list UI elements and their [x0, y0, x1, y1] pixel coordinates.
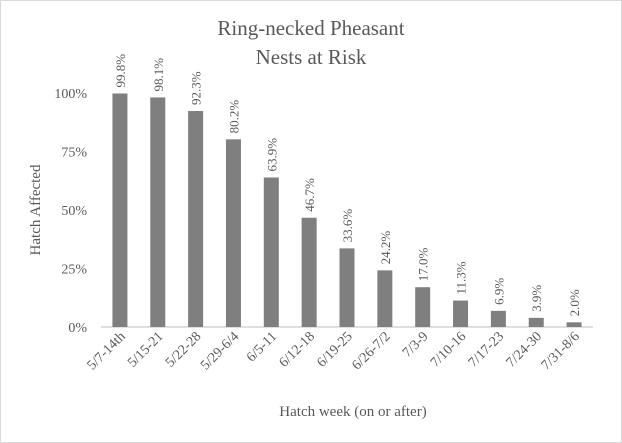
data-label: 80.2%: [226, 100, 241, 134]
y-tick-label: 25%: [61, 263, 87, 278]
bar: [566, 322, 582, 327]
y-tick-label: 0%: [68, 321, 87, 336]
data-label: 24.2%: [378, 231, 393, 265]
data-label: 3.9%: [529, 285, 544, 312]
data-label: 33.6%: [340, 209, 355, 243]
bar: [188, 111, 204, 327]
chart-title: Ring-necked Pheasant: [217, 16, 404, 40]
bar: [377, 270, 393, 327]
bar: [225, 139, 241, 327]
y-tick-label: 100%: [54, 87, 87, 102]
bar: [112, 93, 128, 327]
data-label: 46.7%: [302, 178, 317, 212]
y-tick-label: 50%: [61, 204, 87, 219]
data-label: 99.8%: [113, 54, 128, 88]
bar: [339, 248, 355, 327]
bar: [415, 287, 431, 327]
data-label: 92.3%: [189, 71, 204, 105]
bar: [453, 300, 469, 327]
data-label: 2.0%: [567, 289, 582, 316]
bar: [263, 177, 279, 327]
data-label: 6.9%: [491, 278, 506, 305]
bar: [528, 317, 544, 327]
data-label: 63.9%: [264, 138, 279, 172]
y-tick-label: 75%: [61, 146, 87, 161]
data-label: 11.3%: [454, 261, 469, 294]
bar: [490, 310, 506, 327]
bar: [150, 97, 166, 327]
bar: [301, 217, 317, 327]
y-axis-label: Hatch Affected: [28, 164, 44, 255]
data-label: 17.0%: [416, 247, 431, 281]
data-label: 98.1%: [151, 58, 166, 92]
x-axis-label: Hatch week (on or after): [279, 404, 426, 420]
chart-title: Nests at Risk: [256, 45, 367, 69]
